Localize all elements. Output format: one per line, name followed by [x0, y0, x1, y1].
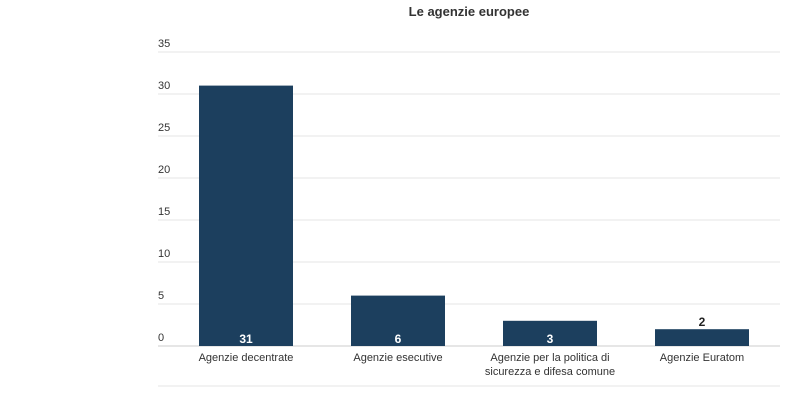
x-tick-label: Agenzie esecutive: [353, 352, 442, 364]
bar: [199, 85, 293, 346]
y-tick-label: 30: [158, 80, 170, 92]
bar: [351, 295, 445, 346]
x-tick-label: Agenzie decentrate: [199, 352, 294, 364]
chart-title: Le agenzie europee: [409, 4, 530, 19]
y-tick-label: 0: [158, 332, 164, 344]
bar: [503, 320, 597, 346]
x-tick-label: sicurezza e difesa comune: [485, 366, 615, 378]
bar: [655, 329, 749, 346]
x-axis-labels: Agenzie decentrate Agenzie esecutive Agenz…: [199, 352, 745, 378]
data-labels: 31 6 3 2: [239, 315, 705, 346]
data-label: 6: [395, 332, 402, 346]
x-tick-label: Agenzie per la politica di: [490, 352, 609, 364]
data-label: 2: [699, 315, 706, 329]
y-tick-label: 35: [158, 38, 170, 50]
y-tick-label: 5: [158, 290, 164, 302]
y-tick-label: 20: [158, 164, 170, 176]
y-tick-label: 10: [158, 248, 170, 260]
bars: [199, 85, 749, 346]
data-label: 3: [547, 332, 554, 346]
x-tick-label: Agenzie Euratom: [660, 352, 744, 364]
y-tick-label: 25: [158, 122, 170, 134]
data-label: 31: [239, 332, 253, 346]
y-axis-ticks: 0 5 10 15 20 25 30 35: [158, 38, 170, 344]
y-tick-label: 15: [158, 206, 170, 218]
